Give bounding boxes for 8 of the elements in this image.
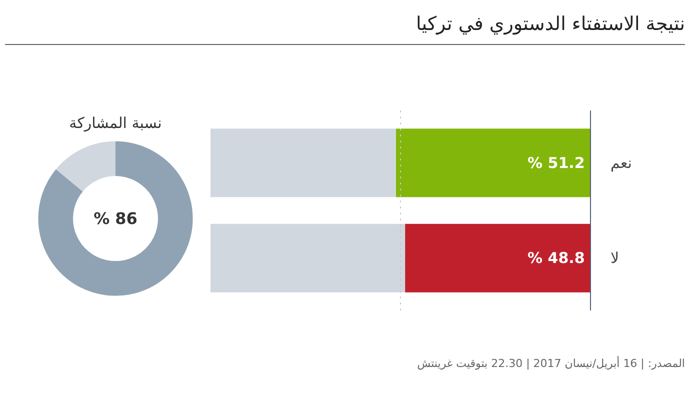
chart-title: نتيجة الاستفتاء الدستوري في تركيا [5, 5, 685, 46]
y-tick-label: نعم [610, 154, 632, 172]
data-label: % 48.8 [528, 249, 585, 268]
text: المصدر: | 16 أبريل/نيسان 2017 | 22.30 بتوقيت غرينتش [416, 356, 685, 372]
data-label: % 86 [94, 209, 138, 228]
data-label: % 51.2 [528, 154, 585, 172]
chart-title: نسبة المشاركة [69, 114, 162, 132]
y-tick-label: لا [610, 249, 620, 268]
